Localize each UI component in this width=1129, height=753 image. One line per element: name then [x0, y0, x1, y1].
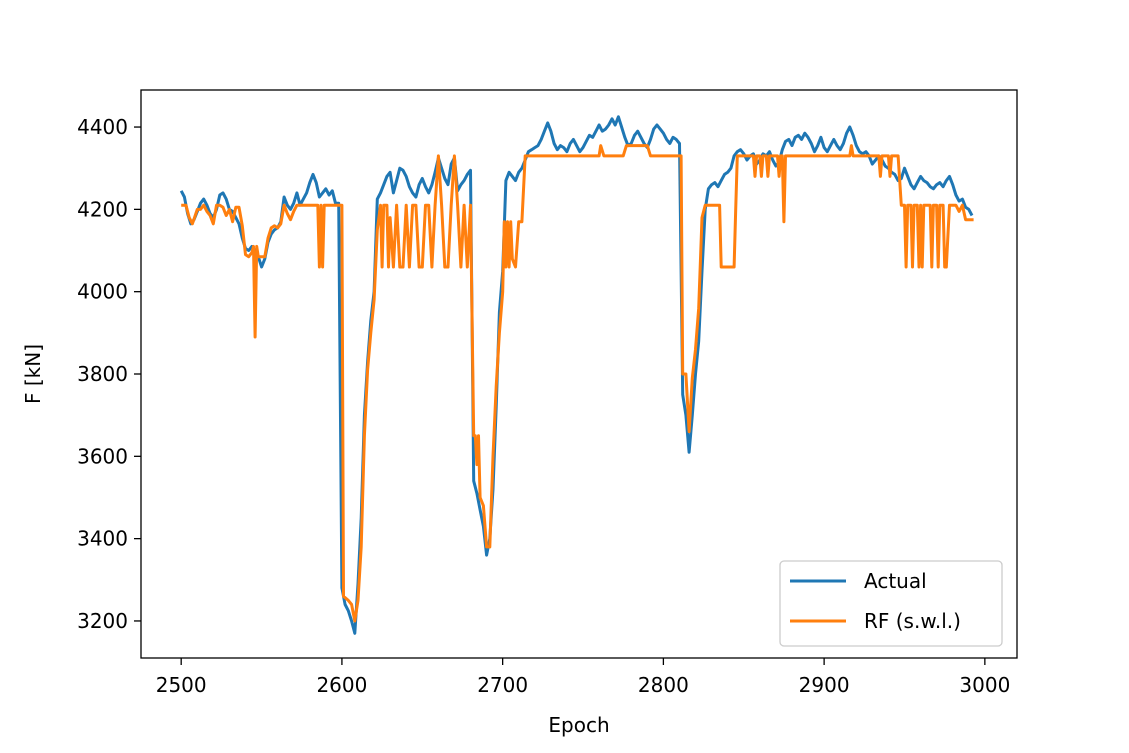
series-line-0 — [179, 115, 974, 635]
y-tick-label: 4000 — [77, 280, 128, 304]
legend-label-rf: RF (s.w.l.) — [864, 609, 961, 633]
y-tick-label: 3600 — [77, 444, 128, 468]
y-tick-label: 3200 — [77, 609, 128, 633]
y-tick-label: 3400 — [77, 527, 128, 551]
series-layer — [179, 115, 974, 635]
x-axis: 2500 2600 2700 2800 2900 3000 — [156, 658, 1010, 697]
y-axis: 3200 3400 3600 3800 4000 4200 4400 — [77, 115, 141, 633]
legend: Actual RF (s.w.l.) — [779, 560, 1003, 647]
x-tick-label: 2700 — [477, 673, 528, 697]
x-tick-label: 2500 — [156, 673, 207, 697]
y-tick-label: 3800 — [77, 362, 128, 386]
x-tick-label: 3000 — [959, 673, 1010, 697]
y-tick-label: 4200 — [77, 197, 128, 221]
x-tick-label: 2800 — [638, 673, 689, 697]
legend-label-actual: Actual — [864, 569, 927, 593]
series-line-1 — [181, 144, 974, 623]
y-tick-label: 4400 — [77, 115, 128, 139]
x-tick-label: 2600 — [316, 673, 367, 697]
x-tick-label: 2900 — [799, 673, 850, 697]
x-axis-title: Epoch — [548, 713, 609, 737]
y-axis-title: F [kN] — [21, 344, 45, 404]
